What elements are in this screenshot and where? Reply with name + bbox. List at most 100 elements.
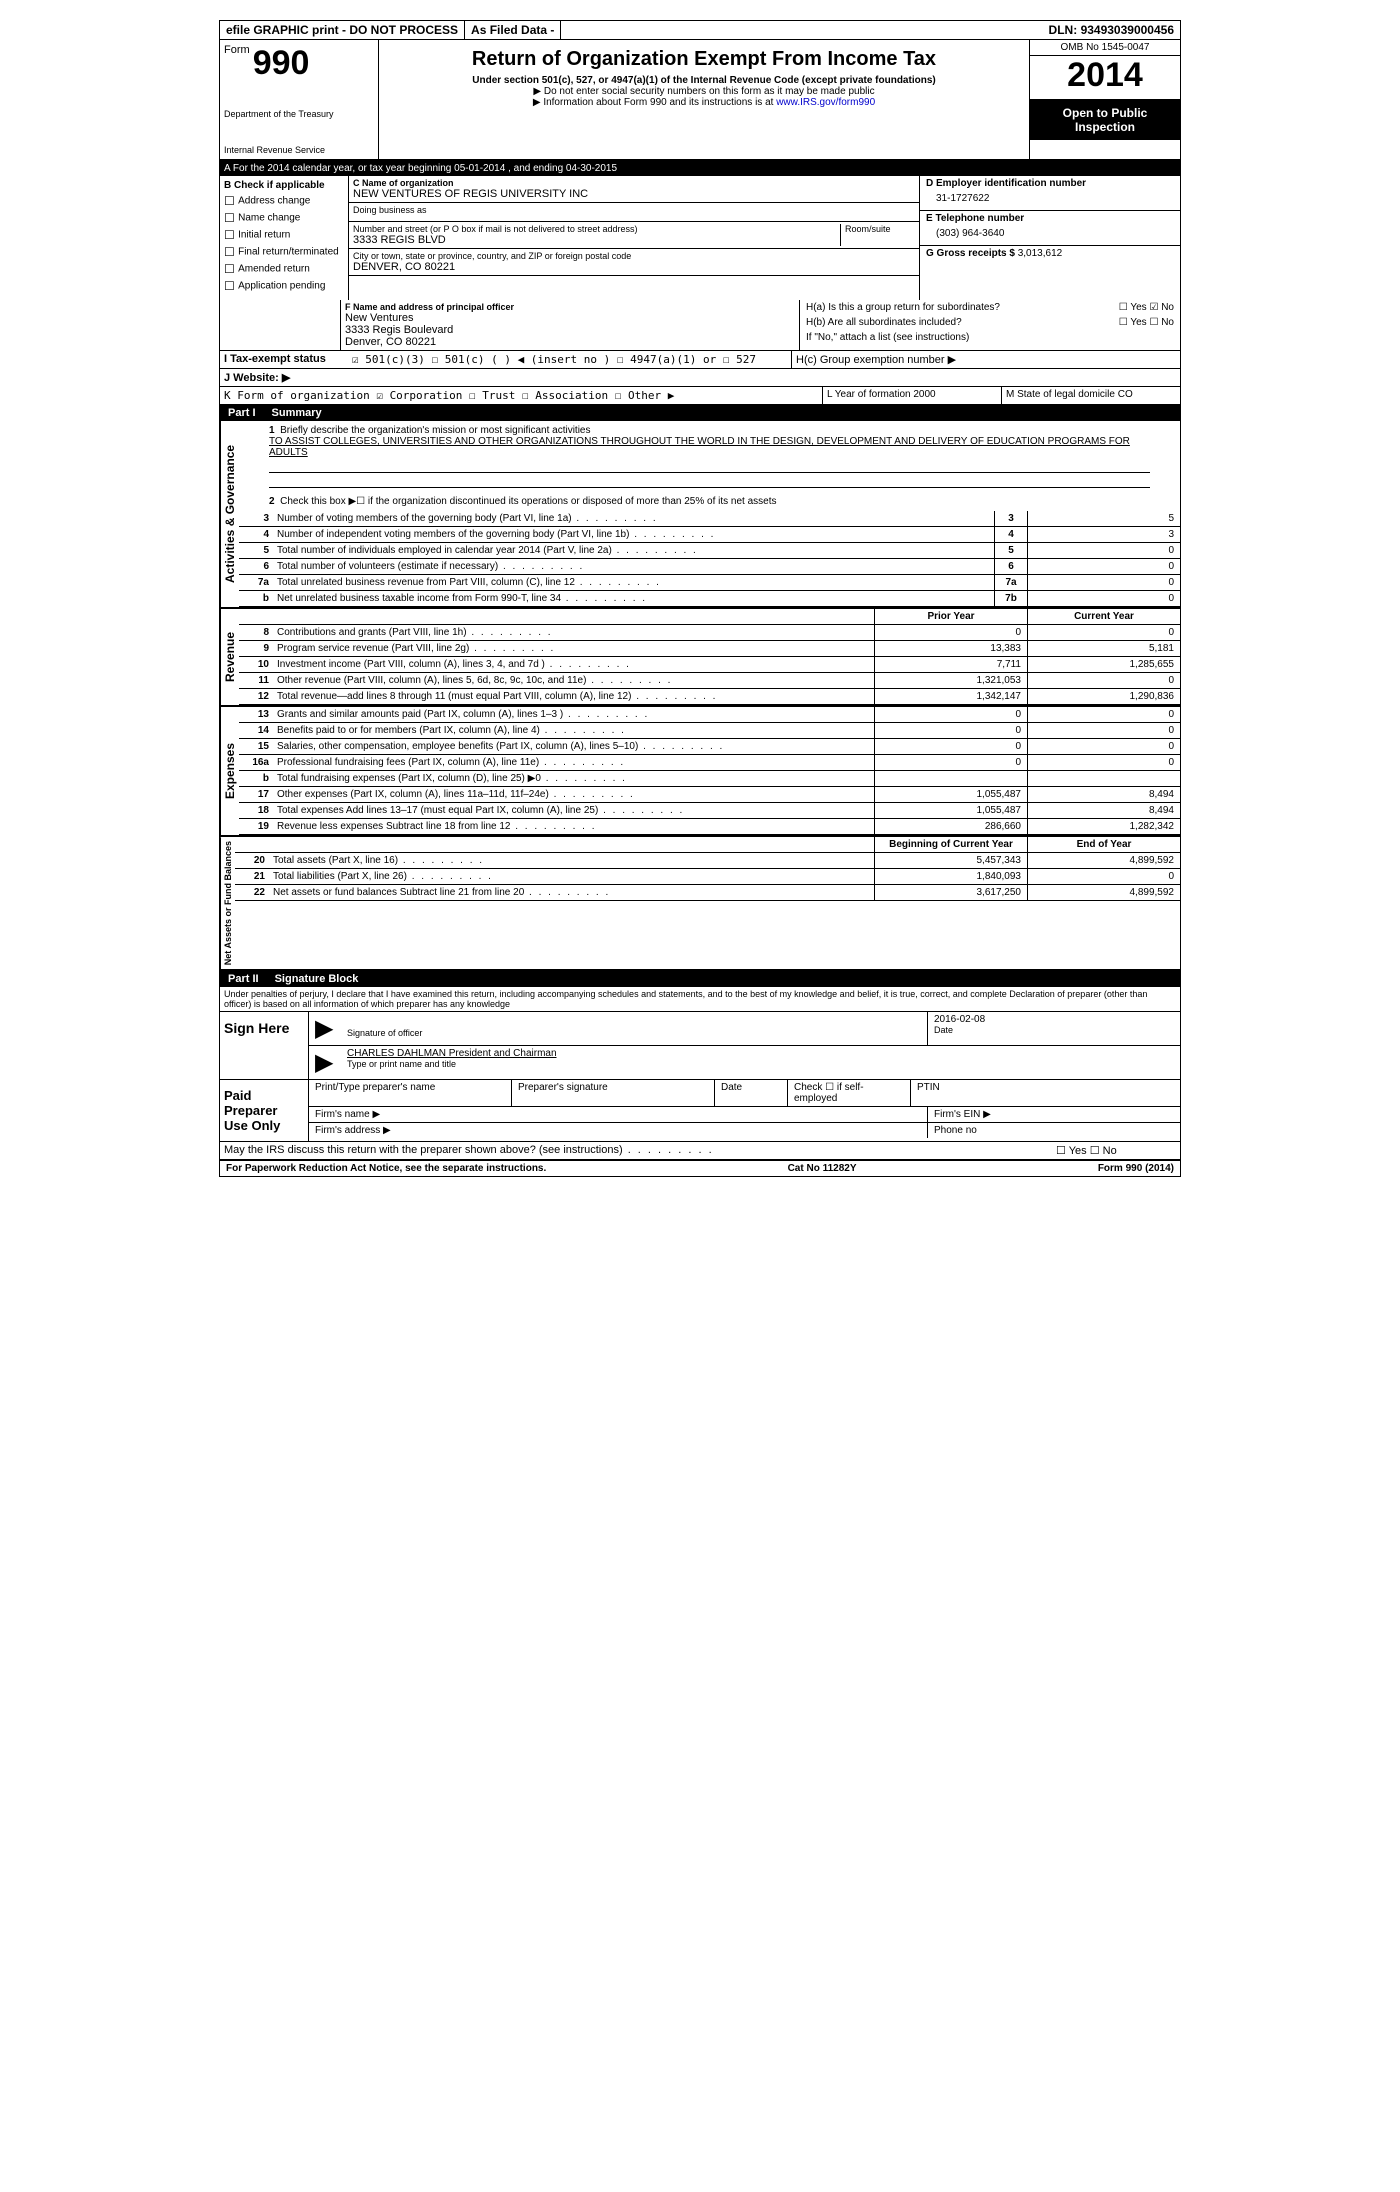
expenses-block: Expenses 13Grants and similar amounts pa… [220, 707, 1180, 837]
city-row: City or town, state or province, country… [349, 249, 919, 276]
top-bar: efile GRAPHIC print - DO NOT PROCESS As … [220, 21, 1180, 40]
col-b: B Check if applicable Address change Nam… [220, 176, 349, 300]
summary-row: 19Revenue less expenses Subtract line 18… [239, 819, 1180, 835]
line-k-row: K Form of organization ☑ Corporation ☐ T… [220, 387, 1180, 405]
sign-here-label: Sign Here [220, 1012, 309, 1079]
as-filed: As Filed Data - [465, 21, 561, 39]
summary-row: 9Program service revenue (Part VIII, lin… [239, 641, 1180, 657]
signature-block: Sign Here ▶ Signature of officer 2016-02… [220, 1012, 1180, 1142]
address-row: Number and street (or P O box if mail is… [349, 222, 919, 249]
dln: DLN: 93493039000456 [561, 21, 1180, 39]
line-a: A For the 2014 calendar year, or tax yea… [220, 161, 1180, 176]
chk-initial-return[interactable]: Initial return [224, 228, 344, 242]
line-i-row: I Tax-exempt status ☑ 501(c)(3) ☐ 501(c)… [220, 351, 1180, 369]
summary-row: 13Grants and similar amounts paid (Part … [239, 707, 1180, 723]
perjury-statement: Under penalties of perjury, I declare th… [220, 987, 1180, 1012]
summary-row: 22Net assets or fund balances Subtract l… [235, 885, 1180, 901]
header-left: Form 990 Department of the Treasury Inte… [220, 40, 379, 159]
summary-row: 5Total number of individuals employed in… [239, 543, 1180, 559]
ein-row: D Employer identification number 31-1727… [920, 176, 1180, 211]
hb-yes-no: ☐ Yes ☐ No [1119, 317, 1174, 328]
chk-name-change[interactable]: Name change [224, 211, 344, 225]
form-page: efile GRAPHIC print - DO NOT PROCESS As … [219, 20, 1181, 1177]
revenue-block: Revenue Prior Year Current Year 8Contrib… [220, 609, 1180, 707]
net-header: Beginning of Current Year End of Year [235, 837, 1180, 853]
governance-block: Activities & Governance 1 Briefly descri… [220, 421, 1180, 609]
officer-name: CHARLES DAHLMAN President and Chairman [347, 1048, 1174, 1059]
principal-row: F Name and address of principal officer … [220, 300, 1180, 351]
summary-row: 6Total number of volunteers (estimate if… [239, 559, 1180, 575]
summary-row: 11Other revenue (Part VIII, column (A), … [239, 673, 1180, 689]
efile-notice: efile GRAPHIC print - DO NOT PROCESS [220, 21, 465, 39]
dba-row: Doing business as [349, 203, 919, 222]
summary-row: 3Number of voting members of the governi… [239, 511, 1180, 527]
twocol-header: Prior Year Current Year [239, 609, 1180, 625]
omb-number: OMB No 1545-0047 [1030, 40, 1180, 56]
summary-row: 10Investment income (Part VIII, column (… [239, 657, 1180, 673]
org-name: NEW VENTURES OF REGIS UNIVERSITY INC [353, 188, 915, 200]
line-j-row: J Website: ▶ [220, 369, 1180, 387]
dept-treasury: Department of the Treasury [224, 109, 374, 119]
form-title: Return of Organization Exempt From Incom… [387, 48, 1021, 71]
summary-row: 7aTotal unrelated business revenue from … [239, 575, 1180, 591]
summary-row: 8Contributions and grants (Part VIII, li… [239, 625, 1180, 641]
h-questions: H(a) Is this a group return for subordin… [799, 300, 1180, 350]
side-revenue: Revenue [220, 609, 239, 705]
year-formation: L Year of formation 2000 [822, 387, 1001, 404]
summary-row: bNet unrelated business taxable income f… [239, 591, 1180, 607]
city-state-zip: DENVER, CO 80221 [353, 261, 915, 273]
street-address: 3333 REGIS BLVD [353, 234, 840, 246]
mid-block: C Name of organization NEW VENTURES OF R… [349, 176, 919, 300]
side-expenses: Expenses [220, 707, 239, 835]
section-a: B Check if applicable Address change Nam… [220, 176, 1180, 300]
chk-application-pending[interactable]: Application pending [224, 279, 344, 293]
header-right: OMB No 1545-0047 2014 Open to Public Ins… [1029, 40, 1180, 159]
info-note: ▶ Information about Form 990 and its ins… [387, 97, 1021, 108]
summary-row: 16aProfessional fundraising fees (Part I… [239, 755, 1180, 771]
side-netassets: Net Assets or Fund Balances [220, 837, 235, 969]
public-inspection: Open to Public Inspection [1030, 100, 1180, 140]
summary-row: 4Number of independent voting members of… [239, 527, 1180, 543]
gross-row: G Gross receipts $ 3,013,612 [920, 246, 1180, 261]
form-subtitle: Under section 501(c), 527, or 4947(a)(1)… [387, 75, 1021, 86]
summary-row: 18Total expenses Add lines 13–17 (must e… [239, 803, 1180, 819]
chk-address-change[interactable]: Address change [224, 194, 344, 208]
footer: For Paperwork Reduction Act Notice, see … [220, 1160, 1180, 1176]
chk-final-return[interactable]: Final return/terminated [224, 245, 344, 259]
principal-officer: F Name and address of principal officer … [341, 300, 799, 350]
summary-row: bTotal fundraising expenses (Part IX, co… [239, 771, 1180, 787]
discuss-row: May the IRS discuss this return with the… [220, 1142, 1180, 1160]
sign-date: 2016-02-08 [934, 1014, 1174, 1025]
part-i-header: Part I Summary [220, 405, 1180, 421]
right-col: D Employer identification number 31-1727… [919, 176, 1180, 300]
form-header: Form 990 Department of the Treasury Inte… [220, 40, 1180, 161]
netassets-block: Net Assets or Fund Balances Beginning of… [220, 837, 1180, 971]
discuss-yes-no: ☐ Yes ☐ No [1052, 1142, 1180, 1159]
summary-row: 20Total assets (Part X, line 16)5,457,34… [235, 853, 1180, 869]
header-center: Return of Organization Exempt From Incom… [379, 40, 1029, 159]
phone-row: E Telephone number (303) 964-3640 [920, 211, 1180, 246]
summary-row: 12Total revenue—add lines 8 through 11 (… [239, 689, 1180, 705]
hc-group: H(c) Group exemption number ▶ [791, 351, 1180, 368]
tax-year: 2014 [1030, 56, 1180, 100]
phone-value: (303) 964-3640 [926, 224, 1174, 243]
gross-receipts: 3,013,612 [1018, 248, 1063, 259]
summary-row: 17Other expenses (Part IX, column (A), l… [239, 787, 1180, 803]
summary-row: 14Benefits paid to or for members (Part … [239, 723, 1180, 739]
ha-yes-no: ☐ Yes ☑ No [1119, 302, 1174, 313]
summary-row: 21Total liabilities (Part X, line 26)1,8… [235, 869, 1180, 885]
ssn-note: ▶ Do not enter social security numbers o… [387, 86, 1021, 97]
ein-value: 31-1727622 [926, 189, 1174, 208]
state-domicile: M State of legal domicile CO [1001, 387, 1180, 404]
paid-preparer-label: Paid Preparer Use Only [220, 1080, 309, 1141]
mission-text: TO ASSIST COLLEGES, UNIVERSITIES AND OTH… [269, 436, 1150, 458]
irs: Internal Revenue Service [224, 145, 374, 155]
chk-amended-return[interactable]: Amended return [224, 262, 344, 276]
side-governance: Activities & Governance [220, 421, 239, 607]
mission-section: 1 Briefly describe the organization's mi… [239, 421, 1180, 511]
room-suite: Room/suite [840, 224, 915, 246]
org-name-row: C Name of organization NEW VENTURES OF R… [349, 176, 919, 203]
irs-link[interactable]: www.IRS.gov/form990 [776, 97, 875, 108]
tax-exempt-status: ☑ 501(c)(3) ☐ 501(c) ( ) ◀ (insert no ) … [348, 351, 791, 368]
summary-row: 15Salaries, other compensation, employee… [239, 739, 1180, 755]
